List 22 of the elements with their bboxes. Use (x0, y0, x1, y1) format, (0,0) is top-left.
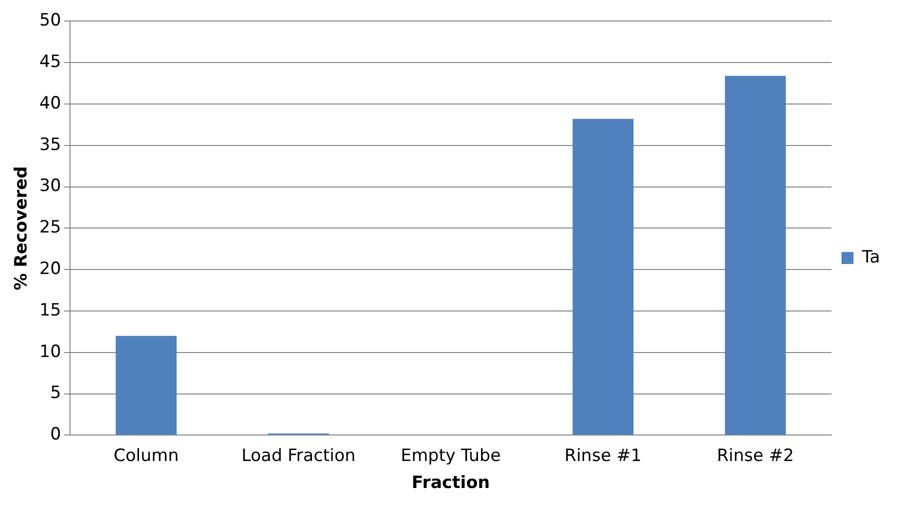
y-axis-title: % Recovered (12, 166, 32, 290)
x-tick-label: Rinse #2 (716, 446, 794, 466)
y-tick-label: 30 (39, 176, 62, 196)
x-tick-label: Load Fraction (241, 446, 356, 466)
x-axis-title: Fraction (412, 473, 490, 494)
y-tick-label: 45 (39, 52, 62, 72)
y-tick-label: 5 (50, 383, 62, 404)
bar (116, 336, 177, 435)
legend-label: Ta (861, 247, 880, 268)
y-tick-label: 20 (39, 259, 62, 280)
y-tick-label: 50 (39, 10, 62, 31)
x-tick-label: Empty Tube (400, 446, 501, 466)
bar (572, 118, 634, 435)
y-tick-label: 0 (50, 424, 62, 445)
y-tick-label: 10 (39, 342, 62, 362)
x-tick-label: Column (114, 446, 179, 466)
y-tick-label: 15 (39, 300, 62, 320)
y-tick-label: 40 (39, 93, 62, 114)
bar (724, 76, 786, 435)
y-tick-label: 35 (39, 134, 62, 155)
y-tick-label: 25 (39, 218, 62, 238)
x-tick-label: Rinse #1 (564, 446, 642, 466)
